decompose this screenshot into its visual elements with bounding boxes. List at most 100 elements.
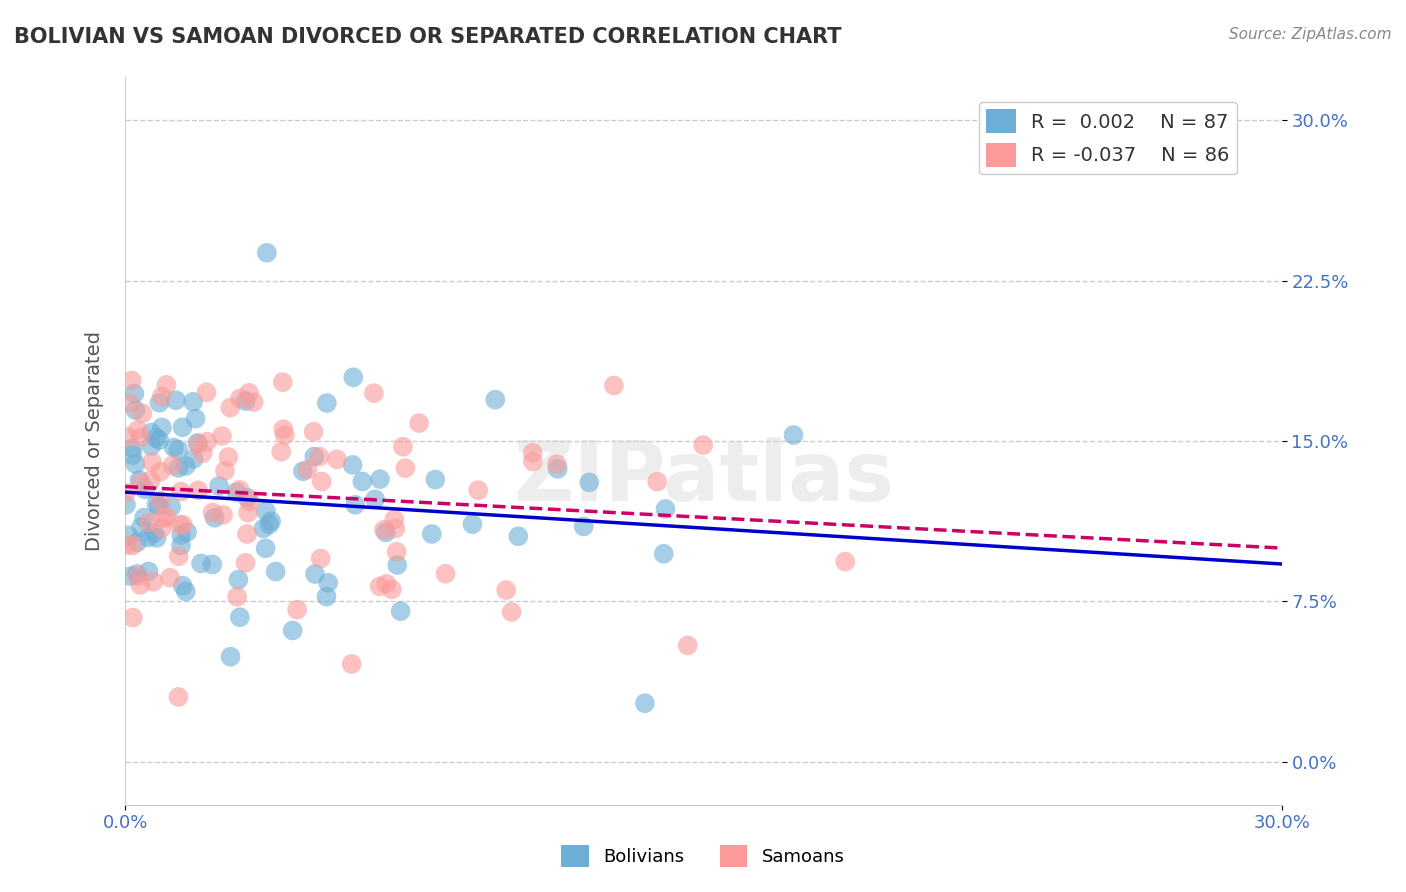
Bolivians	[120, 569, 142, 583]
Samoans	[214, 464, 236, 478]
Bolivians	[170, 528, 193, 542]
Samoans	[129, 430, 152, 444]
Samoans	[236, 527, 259, 541]
Samoans	[162, 458, 184, 473]
Samoans	[139, 474, 162, 488]
Bolivians	[389, 604, 412, 618]
Samoans	[235, 556, 257, 570]
Samoans	[434, 566, 457, 581]
Bolivians	[368, 472, 391, 486]
Bolivians	[145, 531, 167, 545]
Samoans	[195, 385, 218, 400]
Samoans	[155, 509, 177, 524]
Bolivians	[145, 431, 167, 445]
Samoans	[115, 485, 138, 500]
Bolivians	[420, 527, 443, 541]
Bolivians	[508, 529, 530, 543]
Bolivians	[136, 530, 159, 544]
Bolivians	[204, 510, 226, 524]
Bolivians	[138, 565, 160, 579]
Samoans	[373, 523, 395, 537]
Samoans	[127, 569, 149, 583]
Samoans	[381, 582, 404, 597]
Samoans	[382, 512, 405, 526]
Bolivians	[148, 433, 170, 447]
Samoans	[270, 444, 292, 458]
Bolivians	[150, 420, 173, 434]
Bolivians	[547, 462, 569, 476]
Text: ZIPatlas: ZIPatlas	[513, 437, 894, 518]
Samoans	[834, 555, 856, 569]
Samoans	[302, 425, 325, 439]
Bolivians	[143, 526, 166, 541]
Bolivians	[782, 428, 804, 442]
Samoans	[172, 517, 194, 532]
Bolivians	[125, 535, 148, 549]
Samoans	[392, 440, 415, 454]
Samoans	[375, 577, 398, 591]
Bolivians	[117, 528, 139, 542]
Bolivians	[186, 435, 208, 450]
Samoans	[242, 395, 264, 409]
Samoans	[297, 462, 319, 476]
Samoans	[522, 446, 544, 460]
Bolivians	[167, 461, 190, 475]
Samoans	[676, 639, 699, 653]
Bolivians	[128, 473, 150, 487]
Bolivians	[281, 624, 304, 638]
Y-axis label: Divorced or Separated: Divorced or Separated	[86, 331, 104, 551]
Samoans	[645, 475, 668, 489]
Bolivians	[141, 439, 163, 453]
Samoans	[170, 484, 193, 499]
Bolivians	[315, 396, 337, 410]
Samoans	[155, 377, 177, 392]
Bolivians	[145, 497, 167, 511]
Samoans	[236, 506, 259, 520]
Samoans	[138, 516, 160, 530]
Bolivians	[342, 458, 364, 472]
Bolivians	[125, 566, 148, 581]
Samoans	[211, 429, 233, 443]
Bolivians	[364, 492, 387, 507]
Bolivians	[148, 396, 170, 410]
Bolivians	[264, 565, 287, 579]
Bolivians	[352, 475, 374, 489]
Bolivians	[654, 502, 676, 516]
Samoans	[363, 386, 385, 401]
Bolivians	[342, 370, 364, 384]
Bolivians	[181, 394, 204, 409]
Bolivians	[172, 420, 194, 434]
Samoans	[195, 434, 218, 449]
Bolivians	[228, 573, 250, 587]
Samoans	[384, 522, 406, 536]
Bolivians	[124, 386, 146, 401]
Samoans	[273, 422, 295, 436]
Bolivians	[134, 510, 156, 524]
Samoans	[603, 378, 626, 392]
Bolivians	[259, 517, 281, 532]
Bolivians	[174, 584, 197, 599]
Bolivians	[121, 448, 143, 462]
Legend: Bolivians, Samoans: Bolivians, Samoans	[554, 838, 852, 874]
Bolivians	[183, 451, 205, 466]
Samoans	[191, 446, 214, 460]
Samoans	[285, 602, 308, 616]
Samoans	[368, 579, 391, 593]
Bolivians	[121, 441, 143, 455]
Samoans	[121, 610, 143, 624]
Bolivians	[225, 485, 247, 500]
Bolivians	[425, 473, 447, 487]
Bolivians	[256, 245, 278, 260]
Samoans	[150, 521, 173, 535]
Samoans	[340, 657, 363, 671]
Bolivians	[484, 392, 506, 407]
Legend: R =  0.002    N = 87, R = -0.037    N = 86: R = 0.002 N = 87, R = -0.037 N = 86	[979, 102, 1237, 175]
Bolivians	[163, 441, 186, 455]
Bolivians	[236, 491, 259, 505]
Samoans	[229, 483, 252, 497]
Bolivians	[578, 475, 600, 490]
Bolivians	[190, 557, 212, 571]
Bolivians	[172, 579, 194, 593]
Samoans	[129, 475, 152, 490]
Bolivians	[374, 525, 396, 540]
